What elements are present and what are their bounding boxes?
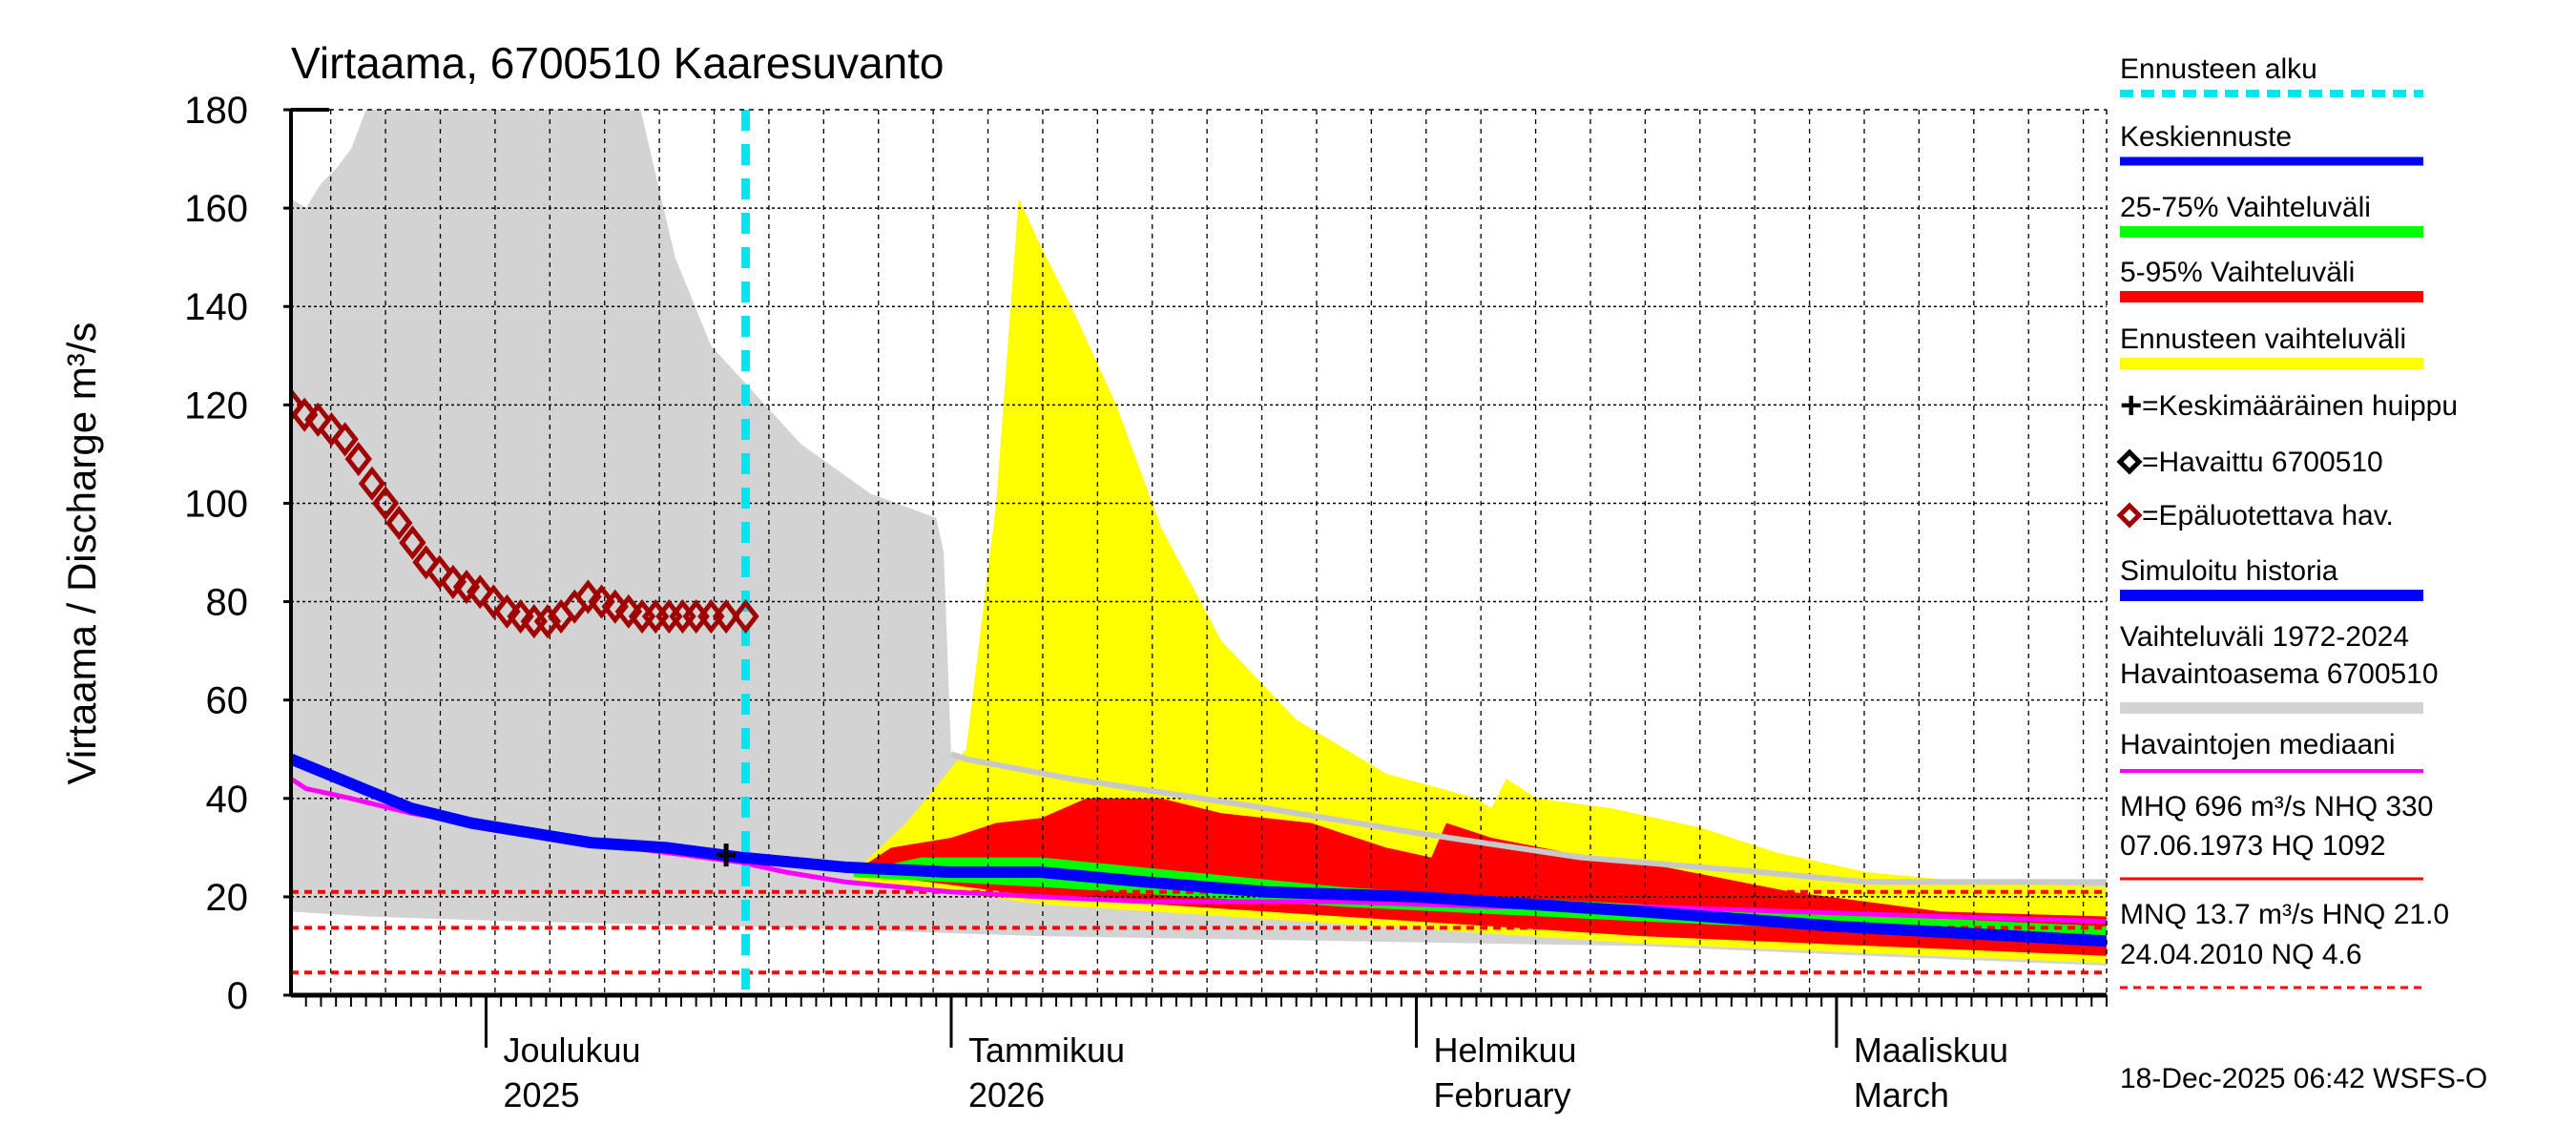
diamond-unreliable-icon [2116,502,2143,529]
mean-forecast-line [291,753,2107,947]
month-label: Joulukuu [503,1030,640,1070]
y-tick-label: 100 [184,483,248,525]
unreliable-observation-marker [507,598,534,635]
legend-p25-75: 25-75% Vaihteluväli [2120,192,2371,223]
legend-mnq-line2: 24.04.2010 NQ 4.6 [2120,939,2362,970]
month-sublabel: 2025 [503,1075,579,1114]
unreliable-observation-marker [601,589,629,624]
unreliable-observation-marker [439,564,467,599]
forecast-range-band [853,198,2107,964]
legend-range-station: Havaintoasema 6700510 [2120,658,2439,690]
legend: Ennusteen alku Keskiennuste 25-75% Vaiht… [2116,53,2458,989]
y-tick-label: 180 [184,90,248,132]
y-tick-label: 160 [184,188,248,230]
month-label: Maaliskuu [1854,1030,2008,1070]
unreliable-observation-marker [385,506,413,541]
unreliable-observation-marker [344,441,372,477]
history-range-band [291,110,2107,967]
y-tick-label: 140 [184,286,248,328]
unreliable-observation-marker [358,466,386,501]
unreliable-observation-marker [371,486,400,521]
legend-mean-forecast: Keskiennuste [2120,121,2292,153]
unreliable-observation-marker [399,525,426,560]
legend-simulated: Simuloitu historia [2120,555,2338,587]
chart-title: Virtaama, 6700510 Kaaresuvanto [291,38,945,88]
unreliable-observation-marker [588,584,615,619]
unreliable-observation-marker [732,598,759,635]
month-sublabel: February [1434,1075,1571,1114]
y-tick-label: 80 [206,582,249,624]
unreliable-observation-marker [331,422,359,457]
unreliable-observation-marker [466,574,494,610]
y-tick-label: 60 [206,680,249,722]
series-lines [291,110,2107,995]
y-tick-label: 120 [184,385,248,427]
legend-mhq-line2: 07.06.1973 HQ 1092 [2120,830,2386,862]
legend-forecast-start: Ennusteen alku [2120,53,2317,85]
y-tick-label: 40 [206,779,249,821]
plus-icon: + [2120,385,2142,427]
unreliable-observation-marker [533,604,562,639]
unreliable-observation-marker [574,579,602,614]
y-tick-label: 0 [227,975,248,1017]
unreliable-observation-marker [412,545,440,580]
unreliable-observation-marker [318,412,345,448]
month-sublabel: 2026 [968,1075,1045,1114]
timestamp: 18-Dec-2025 06:42 WSFS-O [2120,1063,2487,1094]
y-tick-label: 20 [206,877,249,919]
unreliable-observation-marker [304,402,332,437]
month-label: Helmikuu [1434,1030,1577,1070]
month-label: Tammikuu [968,1030,1125,1070]
history-upper-line [950,751,2107,885]
unreliable-observation-marker [291,397,319,432]
axes: 0 20 40 60 80 100 120 140 160 180 Joulukuu 2025 Tamm… [184,90,2108,1114]
unreliable-observation-marker [712,598,740,635]
diamond-icon [2116,448,2143,475]
unreliable-observation-marker [426,554,453,590]
legend-unreliable: =Epäluotettava hav. [2142,500,2394,531]
legend-observed: =Havaittu 6700510 [2142,447,2383,478]
unreliable-observation-marker [291,387,305,423]
mean-peak-marker [717,843,737,867]
unreliable-observation-marker [452,570,481,605]
legend-mhq-line1: MHQ 696 m³/s NHQ 330 [2120,791,2433,822]
legend-mean-peak: =Keskimääräinen huippu [2142,390,2458,422]
unreliable-observation-marker [480,584,508,619]
unreliable-observation-marker [493,593,521,629]
unreliable-observation-marker [614,593,643,629]
y-axis-label: Virtaama / Discharge m³/s [59,323,104,785]
legend-median: Havaintojen mediaani [2120,729,2396,760]
legend-forecast-range: Ennusteen vaihteluväli [2120,323,2406,355]
legend-p5-95: 5-95% Vaihteluväli [2120,257,2355,288]
legend-range-years: Vaihteluväli 1972-2024 [2120,621,2409,653]
legend-mnq-line1: MNQ 13.7 m³/s HNQ 21.0 [2120,899,2449,930]
month-sublabel: March [1854,1075,1949,1114]
